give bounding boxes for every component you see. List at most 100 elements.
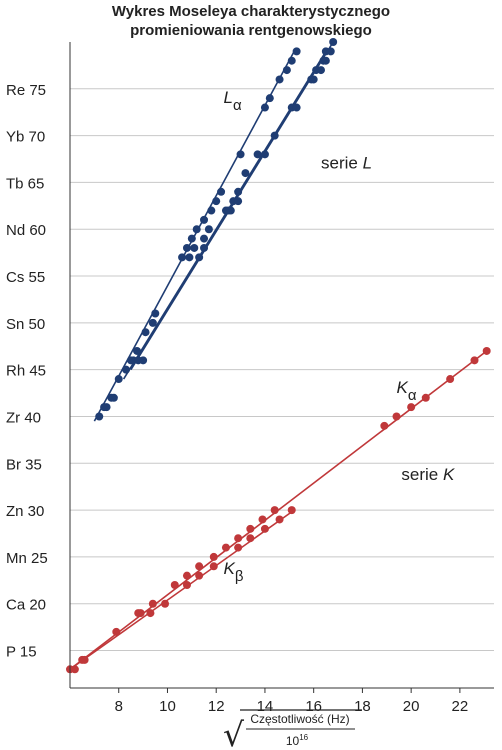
series-L-point (217, 187, 226, 196)
annotation-label: Kα (397, 378, 417, 404)
series-K-point (195, 562, 204, 571)
series-K-point (470, 356, 479, 365)
annotation-subscript: β (235, 568, 244, 585)
x-tick-label: 22 (452, 698, 469, 715)
series-L-point (287, 56, 296, 65)
annotation-subscript: α (408, 387, 417, 404)
series-L-point (148, 318, 157, 327)
series-K-point (260, 524, 269, 533)
series-K-point (246, 534, 255, 543)
series-K-point (209, 552, 218, 561)
series-K-point (134, 609, 143, 618)
series-L-point (321, 56, 330, 65)
y-tick-label: Rh 45 (6, 363, 46, 380)
x-axis-label: √ Częstotliwość (Hz) 1016 (223, 709, 362, 750)
data-points (66, 38, 491, 674)
series-L-point (329, 38, 338, 46)
chart-title-line-2: promieniowania rentgenowskiego (130, 22, 372, 39)
chart-title-line-1: Wykres Moseleya charakterystycznego (111, 3, 391, 20)
series-K-point (446, 375, 455, 384)
series-K-point (146, 609, 155, 618)
series-K-point (161, 599, 170, 608)
series-K-point (170, 581, 179, 590)
chart-title: Wykres Moseleya charakterystycznego prom… (0, 2, 502, 40)
series-L-point (265, 94, 274, 103)
annotation-label: Kβ (224, 559, 244, 585)
y-tick-label: Ca 20 (6, 597, 46, 614)
y-tick-label: Mn 25 (6, 550, 48, 567)
series-L-point (234, 197, 243, 206)
series-K-point (258, 515, 267, 524)
annotation-main: serie (321, 153, 363, 172)
series-K-point (482, 346, 491, 355)
x-tick-label: 14 (257, 698, 274, 715)
series-K-point (392, 412, 401, 421)
series-L-point (326, 47, 335, 56)
x-axis-label-denominator-exp: 16 (299, 733, 308, 742)
series-K-point (246, 524, 255, 533)
series-K-point (421, 393, 430, 402)
series-L-point (275, 75, 284, 84)
y-tick-label: Zr 40 (6, 409, 41, 426)
series-L-point (141, 328, 150, 337)
series-K-point (234, 534, 243, 543)
series-L-point (212, 197, 221, 206)
y-tick-label: P 15 (6, 644, 37, 661)
y-tick-label: Re 75 (6, 82, 46, 99)
series-L-point (114, 375, 123, 384)
series-K-point (407, 403, 416, 412)
series-K-point (112, 627, 121, 636)
series-L-point (241, 169, 250, 178)
series-L-point (95, 412, 104, 421)
series-K-point (234, 543, 243, 552)
y-tick-label: Cs 55 (6, 269, 45, 286)
y-tick-label: Yb 70 (6, 129, 45, 146)
series-L-point (139, 356, 148, 365)
series-L-point (316, 66, 325, 75)
series-K-point (380, 421, 389, 430)
y-tick-label: Sn 50 (6, 316, 45, 333)
x-axis-label-denominator-base: 10 (286, 734, 300, 748)
series-K-point (275, 515, 284, 524)
y-tick-label: Br 35 (6, 456, 42, 473)
series-L-point (190, 243, 199, 252)
series-L-point (195, 253, 204, 262)
series-L-point (200, 234, 209, 243)
grid-lines (70, 88, 494, 652)
series-L-point (109, 393, 118, 402)
series-L-point (192, 225, 201, 234)
annotation-subscript: α (233, 97, 242, 114)
annotation-label: Lα (224, 88, 242, 114)
annotation-label: serie K (401, 465, 455, 484)
series-L-point (207, 206, 216, 215)
series-L-point (178, 253, 187, 262)
series-L-point (236, 150, 245, 159)
series-L-point (122, 365, 131, 374)
series-K-point (148, 599, 157, 608)
series-L-point (253, 150, 262, 159)
series-K-point (270, 506, 279, 515)
series-K-point (221, 543, 230, 552)
series-K-point (195, 571, 204, 580)
series-L-point (151, 309, 160, 318)
x-tick-label: 10 (159, 698, 176, 715)
series-L-point (270, 131, 279, 140)
annotation-italic: L (363, 153, 372, 172)
annotation-italic: K (443, 465, 455, 484)
series-L-point (200, 243, 209, 252)
x-axis-label-denominator: 1016 (286, 733, 309, 748)
series-L-fit-line (130, 41, 334, 371)
series-L-point (292, 47, 301, 56)
series-L-point (133, 346, 142, 355)
series-K-point (182, 581, 191, 590)
series-L-point (260, 103, 269, 112)
x-tick-label: 18 (354, 698, 371, 715)
series-L-point (187, 234, 196, 243)
series-L-point (260, 150, 269, 159)
series-K-point (209, 562, 218, 571)
series-L-point (204, 225, 213, 234)
series-L-point (292, 103, 301, 112)
annotation-main: K (224, 559, 236, 578)
series-L-point (234, 187, 243, 196)
